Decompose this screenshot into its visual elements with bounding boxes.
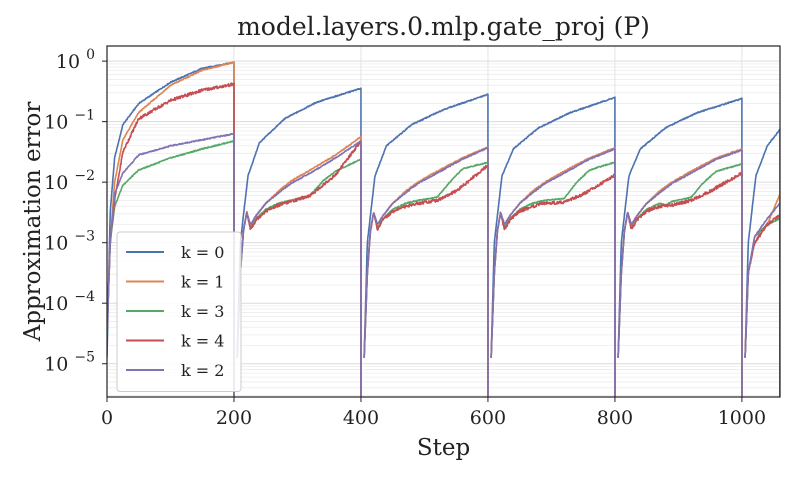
- chart-title: model.layers.0.mlp.gate_proj (P): [237, 12, 650, 41]
- series-line-k2: [107, 132, 780, 397]
- y-tick-label: 10 −4: [44, 289, 95, 315]
- legend-label: k = 3: [181, 302, 224, 321]
- y-tick-label: 10 0: [56, 47, 95, 73]
- legend-label: k = 1: [181, 273, 224, 292]
- y-tick-exponent: −1: [74, 108, 95, 124]
- y-tick-base: 10: [44, 354, 74, 376]
- y-tick-label: 10 −3: [44, 229, 95, 255]
- legend-box: [116, 231, 242, 392]
- y-tick-exponent: −3: [74, 229, 95, 245]
- plot-frame: [106, 45, 781, 398]
- x-tick-label: 600: [470, 407, 506, 429]
- y-tick-exponent: −2: [74, 168, 95, 184]
- y-tick-label: 10 −5: [44, 350, 95, 376]
- series-layer: [107, 61, 780, 397]
- x-tick-label: 0: [101, 407, 113, 429]
- series-line-k1: [107, 61, 780, 397]
- x-tick-label: 400: [343, 407, 379, 429]
- x-tick-label: 800: [597, 407, 633, 429]
- legend-label: k = 0: [181, 243, 224, 262]
- legend: k = 0 k = 1 k = 3 k = 4 k = 2: [116, 231, 242, 392]
- legend-label: k = 2: [181, 361, 224, 380]
- y-axis-label: Approximation error: [20, 102, 46, 343]
- y-tick-exponent: −4: [74, 289, 95, 305]
- y-tick-exponent: 0: [86, 47, 95, 63]
- y-tick-base: 10: [44, 172, 74, 194]
- x-tick-label: 1000: [718, 407, 766, 429]
- series-line-k4: [107, 82, 780, 397]
- y-tick-base: 10: [44, 293, 74, 315]
- series-line-k0: [107, 61, 780, 397]
- x-tick-label: 200: [216, 407, 252, 429]
- y-tick-base: 10: [44, 233, 74, 255]
- legend-label: k = 4: [181, 332, 224, 351]
- y-tick-label: 10 −2: [44, 168, 95, 194]
- y-tick-base: 10: [56, 51, 86, 73]
- y-tick-label: 10 −1: [44, 108, 95, 134]
- y-tick-exponent: −5: [74, 350, 95, 366]
- x-axis-label: Step: [417, 435, 470, 461]
- y-tick-base: 10: [44, 112, 74, 134]
